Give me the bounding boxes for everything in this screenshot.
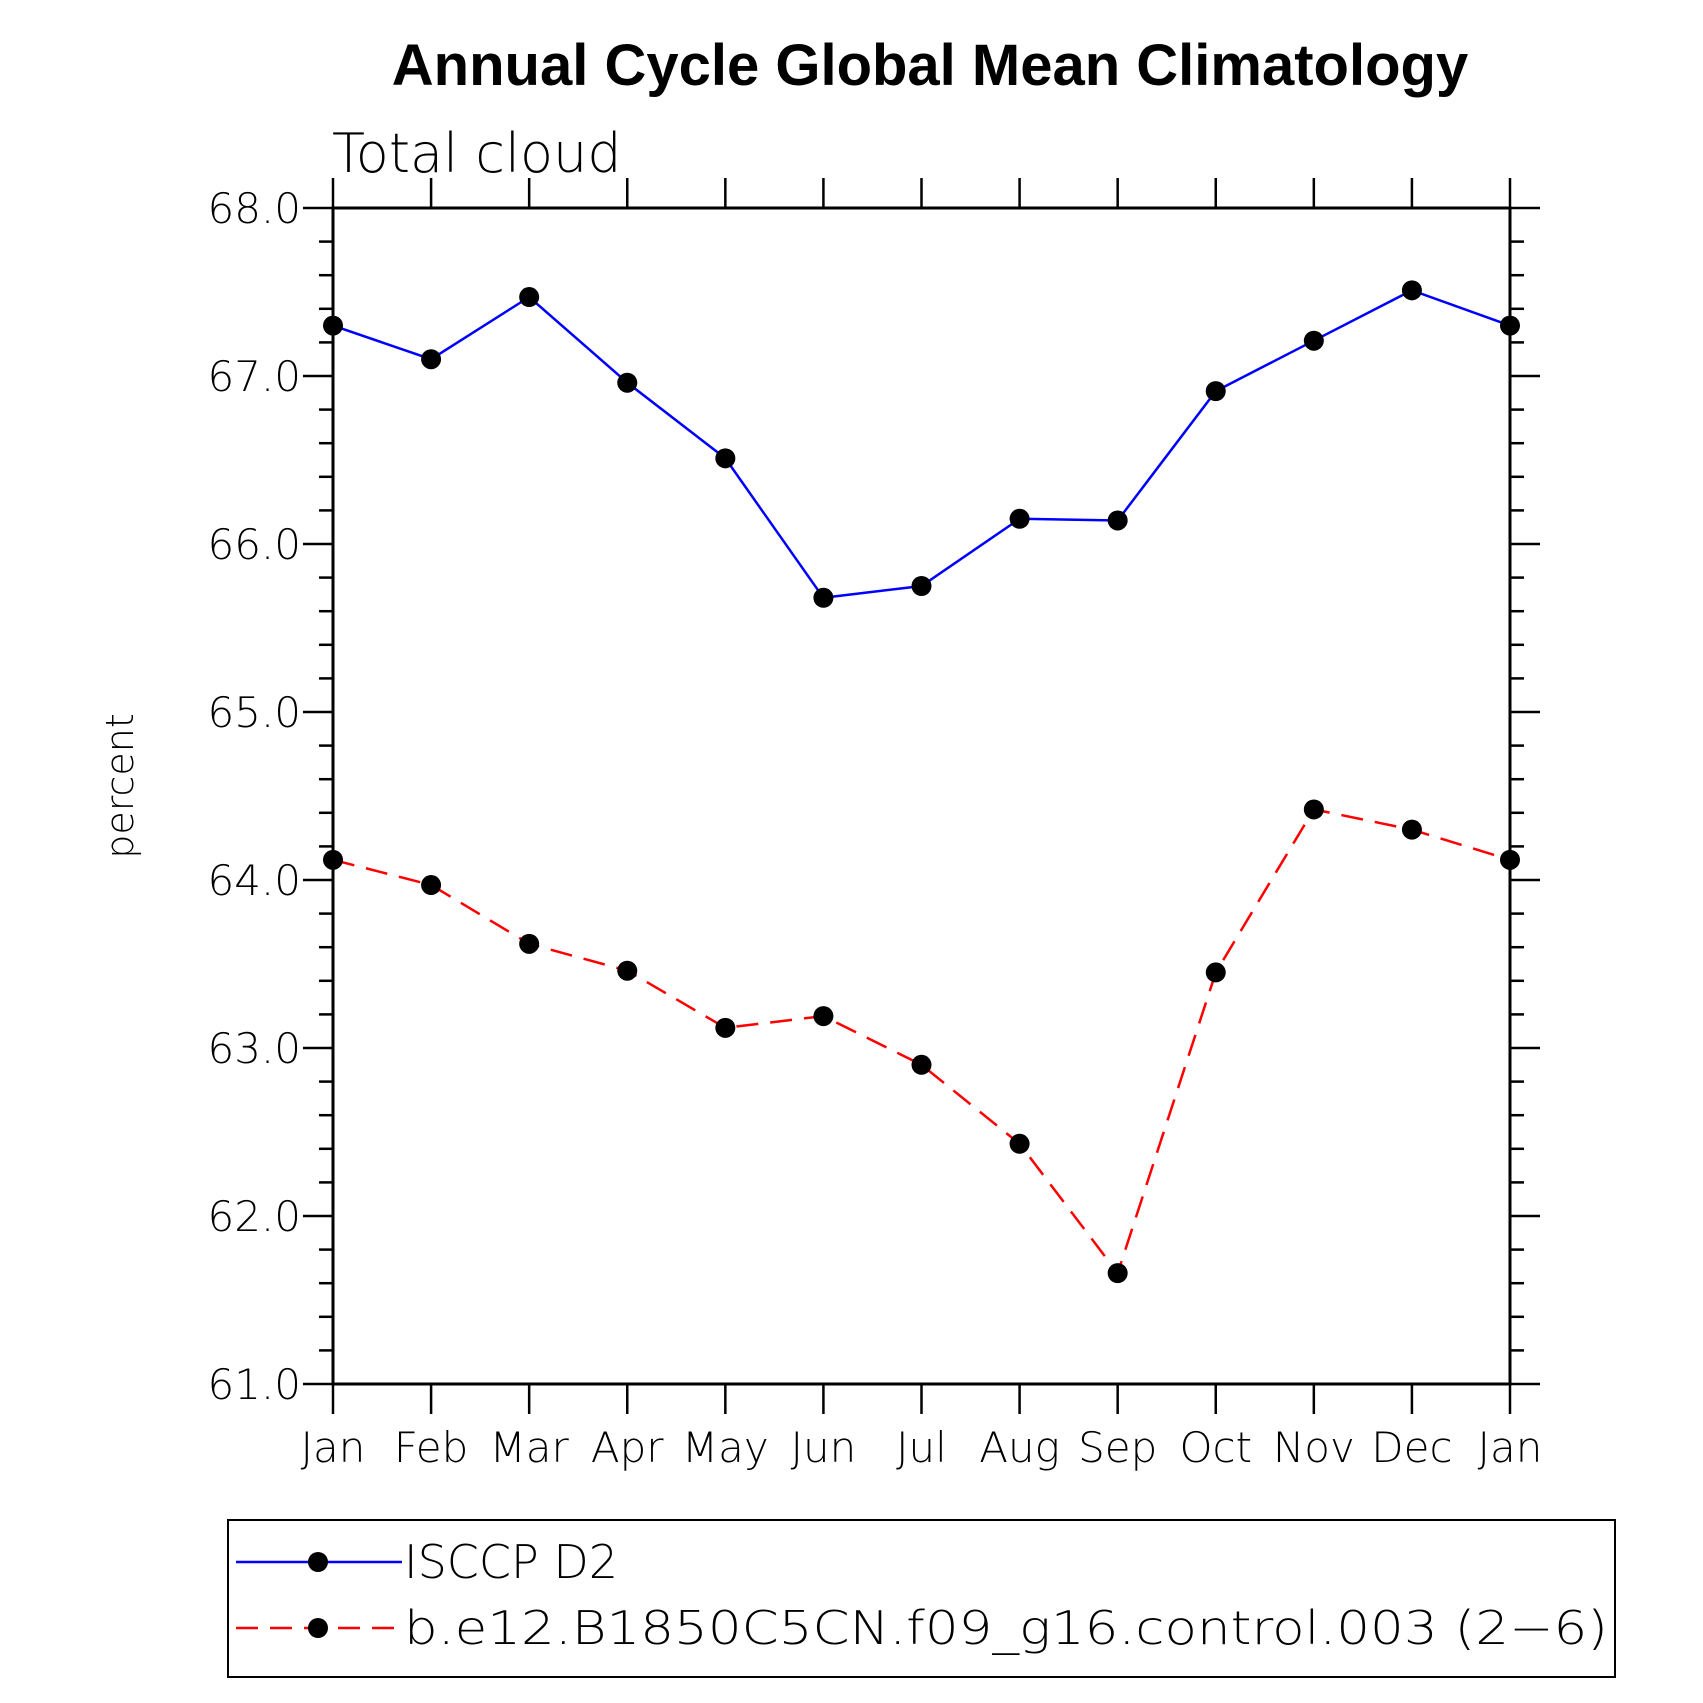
x-tick-label: Sep [1078, 1423, 1157, 1472]
series-line-0 [332, 288, 1511, 600]
data-point-s0-11 [1401, 280, 1422, 301]
data-point-s0-10 [1303, 330, 1324, 351]
legend-label-isccp: ISCCP D2 [404, 1535, 618, 1589]
plot-frame [331, 206, 1512, 1386]
y-axis-label: percent [98, 713, 142, 859]
x-tick-label: Feb [394, 1423, 468, 1472]
data-point-s1-4 [715, 1017, 736, 1038]
y-tick-label: 64.0 [207, 856, 301, 905]
y-tick-label: 66.0 [207, 520, 301, 569]
series-line-1 [332, 807, 1511, 1276]
data-point-s1-11 [1401, 819, 1422, 840]
data-point-s0-8 [1107, 510, 1128, 531]
data-point-s1-8 [1107, 1263, 1128, 1284]
y-tick-label: 62.0 [207, 1192, 301, 1241]
x-tick-label: Oct [1179, 1423, 1252, 1472]
chart-subtitle: Total cloud [332, 122, 622, 185]
data-point-s0-3 [617, 372, 638, 393]
data-point-s0-1 [421, 349, 442, 370]
x-tick-label: Apr [591, 1423, 664, 1472]
x-tick-label: Jan [1478, 1423, 1543, 1472]
y-tick-label: 68.0 [207, 184, 301, 233]
data-point-s1-0 [323, 849, 343, 870]
legend-marker-isccp [308, 1552, 328, 1572]
data-point-s0-0 [323, 315, 343, 336]
x-tick-label: May [682, 1423, 769, 1472]
y-tick-label: 65.0 [207, 688, 301, 737]
data-point-s0-6 [911, 576, 932, 596]
data-point-s0-2 [519, 287, 540, 308]
y-tick-label: 63.0 [207, 1024, 301, 1073]
data-point-s0-9 [1205, 381, 1226, 402]
x-tick-label: Jul [896, 1423, 947, 1472]
legend-box [227, 1519, 1616, 1678]
x-tick-label: Dec [1371, 1423, 1452, 1472]
series-lines [332, 288, 1511, 1276]
data-point-s0-7 [1009, 508, 1030, 529]
data-point-s1-2 [519, 933, 540, 954]
x-tick-label: Jan [301, 1423, 366, 1472]
data-point-s1-5 [813, 1006, 834, 1027]
x-tick-label: Jun [791, 1423, 857, 1472]
x-tick-label: Aug [979, 1423, 1060, 1472]
x-tick-label: Nov [1273, 1423, 1355, 1472]
y-tick-label: 67.0 [207, 352, 301, 401]
data-point-s0-5 [813, 587, 834, 608]
data-point-s1-12 [1500, 849, 1520, 870]
data-point-s1-1 [421, 875, 442, 896]
data-point-s1-6 [911, 1054, 932, 1075]
data-point-s1-7 [1009, 1133, 1030, 1154]
legend: ISCCP D2 b.e12.B1850C5CN.f09_g16.control… [227, 1519, 1616, 1678]
series-markers [323, 280, 1520, 1284]
data-point-s1-10 [1303, 799, 1324, 820]
data-point-s1-3 [617, 960, 638, 981]
data-point-s0-12 [1500, 315, 1520, 336]
x-tick-label: Mar [490, 1423, 570, 1472]
data-point-s1-9 [1205, 962, 1226, 983]
chart-title: Annual Cycle Global Mean Climatology [392, 33, 1468, 98]
axis-ticks: 61.0 62.0 63.0 64.0 65.0 66.0 67.0 68.0 Jan Feb Ma… [207, 178, 1542, 1472]
legend-marker-model [308, 1618, 328, 1638]
legend-label-model: b.e12.B1850C5CN.f09_g16.control.003 (2−6… [404, 1601, 1608, 1655]
y-tick-label: 61.0 [207, 1360, 301, 1409]
data-point-s0-4 [715, 448, 736, 469]
